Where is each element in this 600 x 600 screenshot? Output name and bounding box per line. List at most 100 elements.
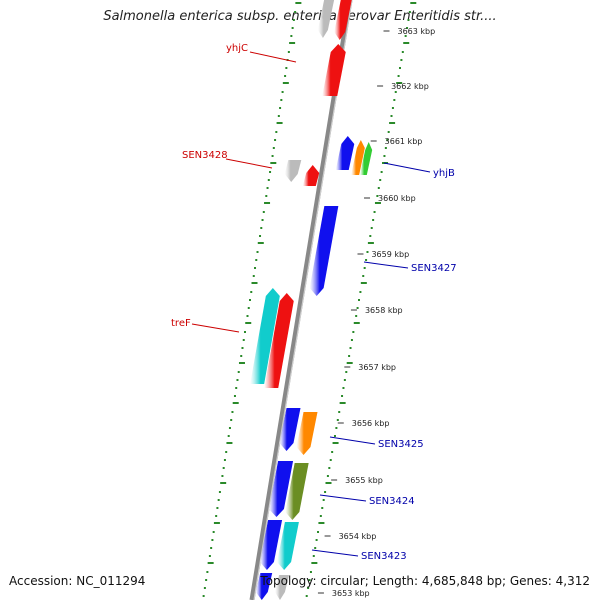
- backbone-line: [249, 0, 353, 600]
- gc-skew-dots-left: [213, 522, 220, 524]
- gene-feature: [268, 461, 294, 517]
- gc-skew-dots-right: [408, 11, 411, 13]
- gene-label: SEN3425: [378, 439, 424, 450]
- gc-skew-dots-right: [387, 131, 390, 133]
- tick-label: 3658 kbp: [365, 306, 403, 315]
- tick-label: 3660 kbp: [378, 194, 416, 203]
- gc-skew-dots-right: [331, 451, 334, 453]
- gc-skew-dots-right: [341, 395, 344, 397]
- gene-feature: [334, 0, 352, 40]
- gc-skew-dots-left: [289, 42, 296, 44]
- gene-feature: [250, 288, 280, 384]
- gc-skew-dots-left: [216, 507, 219, 509]
- gc-skew-dots-right: [305, 595, 308, 597]
- gc-skew-dots-left: [203, 587, 206, 589]
- gene-label: treF: [171, 318, 191, 329]
- gc-skew-dots-left: [225, 451, 228, 453]
- gc-skew-dots-right: [318, 522, 325, 524]
- tick-label: 3655 kbp: [345, 476, 383, 485]
- gc-skew-dots-right: [349, 347, 352, 349]
- gene-feature: [296, 412, 318, 455]
- gc-skew-dots-right: [362, 275, 365, 277]
- gc-skew-dots-right: [369, 235, 372, 237]
- gc-skew-dots-left: [270, 162, 277, 164]
- gc-skew-dots-right: [312, 555, 315, 557]
- gene-feature: [302, 165, 320, 186]
- gc-skew-dots-right: [404, 35, 407, 37]
- tick-label: 3654 kbp: [339, 532, 377, 541]
- gc-skew-dots-right: [358, 299, 360, 301]
- gc-skew-dots-left: [274, 139, 277, 141]
- gc-skew-dots-right: [407, 19, 410, 21]
- gene-feature: [259, 520, 283, 570]
- gc-skew-dots-left: [246, 315, 249, 317]
- gc-skew-dots-right: [403, 42, 410, 44]
- gc-skew-dots-right: [309, 571, 312, 573]
- gc-skew-dots-left: [231, 411, 234, 413]
- gc-skew-dots-right: [307, 587, 310, 589]
- gc-skew-dots-right: [336, 419, 339, 421]
- gc-skew-dots-left: [237, 371, 240, 373]
- gene-feature: [284, 160, 302, 182]
- gene-feature: [264, 293, 294, 388]
- tick-label: 3657 kbp: [358, 363, 396, 372]
- gc-skew-dots-right: [333, 435, 336, 437]
- gc-skew-dots-left: [275, 131, 278, 133]
- gene-label: SEN3427: [411, 263, 457, 274]
- gc-skew-dots-right: [386, 139, 389, 141]
- gc-skew-dots-right: [379, 179, 382, 181]
- gc-skew-dots-right: [383, 155, 386, 157]
- gc-skew-dots-right: [348, 355, 351, 357]
- gc-skew-dots-left: [251, 282, 258, 284]
- gc-skew-dots-right: [356, 307, 359, 309]
- gc-skew-dots-left: [265, 195, 268, 197]
- gc-skew-dots-left: [252, 275, 255, 277]
- gc-skew-dots-right: [350, 339, 353, 341]
- gene-feature: [309, 206, 339, 296]
- gene-label: SEN3423: [361, 551, 407, 562]
- gc-skew-dots-right: [329, 459, 332, 461]
- gc-skew-dots-left: [290, 35, 293, 37]
- gc-skew-dots-left: [205, 579, 208, 581]
- gc-skew-dots-left: [226, 442, 233, 444]
- gc-skew-dots-right: [335, 427, 338, 429]
- gene-label-leader: [225, 158, 273, 169]
- gc-skew-dots-right: [325, 482, 332, 484]
- gc-skew-dots-left: [233, 395, 236, 397]
- gc-skew-dots-right: [400, 59, 403, 61]
- gc-skew-dots-right: [401, 51, 404, 53]
- gc-skew-dots-right: [384, 147, 387, 149]
- gc-skew-dots-left: [211, 539, 214, 541]
- gc-skew-dots-left: [280, 99, 283, 101]
- gc-skew-dots-left: [245, 322, 252, 324]
- gc-skew-dots-right: [367, 242, 374, 244]
- gene-feature: [317, 0, 335, 38]
- gc-skew-dots-left: [271, 155, 274, 157]
- gc-skew-dots-right: [326, 475, 329, 477]
- gc-skew-dots-left: [257, 242, 264, 244]
- gc-skew-dots-right: [397, 75, 400, 77]
- gc-skew-dots-right: [332, 442, 339, 444]
- gc-skew-dots-left: [256, 251, 259, 253]
- gc-skew-dots-right: [390, 115, 393, 117]
- gc-skew-dots-right: [359, 291, 362, 293]
- gene-label-leader: [311, 549, 359, 557]
- gene-feature: [351, 140, 365, 175]
- gc-skew-dots-right: [380, 171, 383, 173]
- gc-skew-dots-right: [345, 371, 348, 373]
- tick-label: 3663 kbp: [398, 27, 436, 36]
- gene-feature: [285, 463, 309, 520]
- gc-skew-dots-right: [398, 67, 401, 69]
- gene-label-leader: [383, 162, 431, 173]
- gc-skew-dots-left: [202, 595, 205, 597]
- gc-skew-dots-left: [285, 67, 288, 69]
- gc-skew-dots-left: [254, 267, 257, 269]
- tick-label: 3659 kbp: [371, 250, 409, 259]
- gc-skew-dots-left: [235, 387, 238, 389]
- gc-skew-dots-left: [228, 427, 231, 429]
- gc-skew-dots-left: [222, 467, 225, 469]
- gc-skew-dots-right: [366, 251, 369, 253]
- tick-label: 3662 kbp: [391, 82, 429, 91]
- gc-skew-dots-left: [215, 515, 218, 517]
